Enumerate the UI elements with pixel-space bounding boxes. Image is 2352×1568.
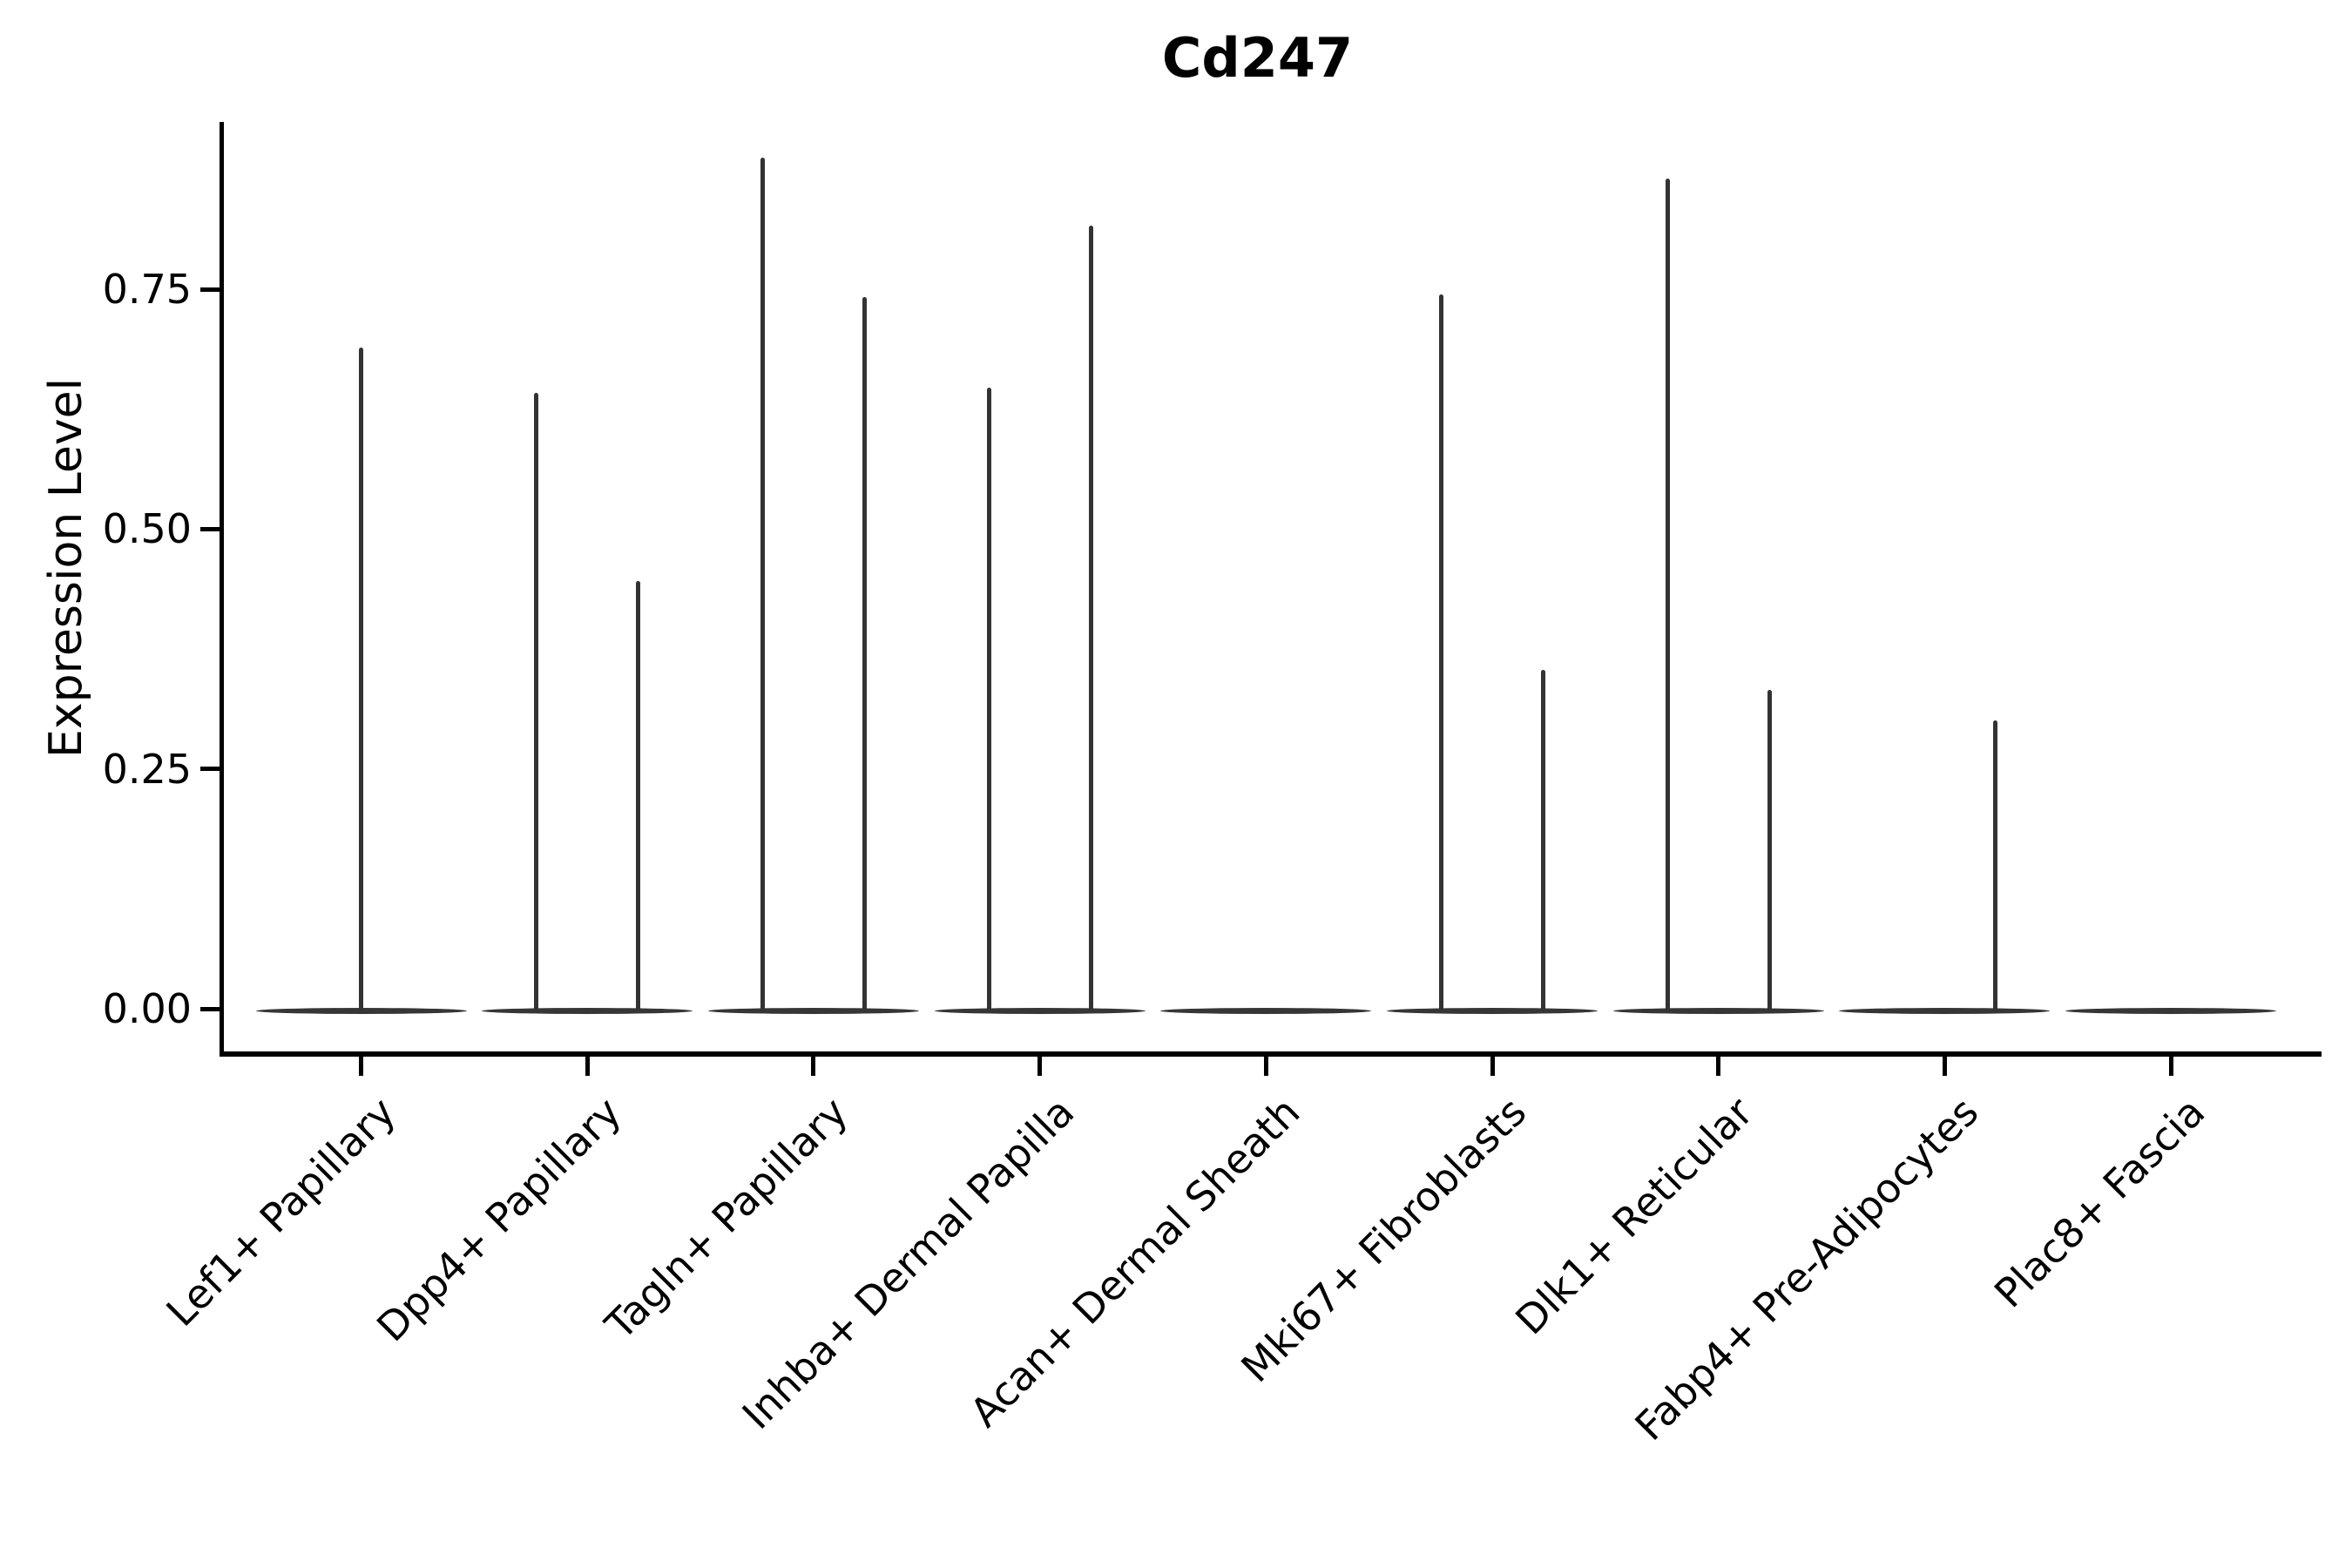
chart-title: Cd247	[1161, 26, 1354, 90]
violin-spike	[760, 158, 765, 1011]
y-axis-spine	[220, 122, 224, 1057]
violin-spike	[1439, 294, 1443, 1011]
violin-spike	[1541, 670, 1545, 1011]
violin-spike	[359, 348, 363, 1011]
y-tick-label: 0.75	[102, 266, 192, 314]
x-tick-label: Inhba+ Dermal Papilla	[733, 1088, 1083, 1438]
x-tick-label: Lef1+ Papillary	[156, 1088, 404, 1336]
violin-base	[1839, 1007, 2051, 1014]
x-tick-mark	[1490, 1056, 1495, 1076]
violin-spike	[1665, 179, 1670, 1011]
violin-base	[482, 1007, 693, 1014]
y-tick-label: 0.50	[102, 505, 192, 553]
x-tick-label: Dpp4+ Papillary	[368, 1088, 631, 1351]
x-tick-mark	[359, 1056, 363, 1076]
violin-spike	[1767, 690, 1772, 1011]
x-tick-label: Plac8+ Fascia	[1985, 1088, 2214, 1317]
violin-spike	[1993, 720, 1998, 1011]
x-tick-mark	[1037, 1056, 1043, 1076]
violin-base	[1612, 1007, 1824, 1014]
x-tick-mark	[585, 1056, 590, 1076]
x-tick-mark	[2168, 1056, 2173, 1076]
y-tick-label: 0.00	[102, 985, 192, 1032]
violin-base	[707, 1007, 919, 1014]
violin-spike	[862, 296, 867, 1011]
x-tick-label: Mki67+ Fibroblasts	[1232, 1088, 1536, 1392]
y-tick-mark	[200, 767, 220, 772]
violin-spike	[986, 388, 991, 1011]
violin-base	[934, 1007, 1146, 1014]
x-tick-mark	[1942, 1056, 1947, 1076]
y-tick-mark	[200, 1006, 220, 1011]
x-tick-mark	[811, 1056, 816, 1076]
x-tick-label: Dlk1+ Reticular	[1505, 1088, 1762, 1344]
x-tick-label: Acan+ Dermal Sheath	[961, 1088, 1309, 1436]
violin-base	[2065, 1007, 2277, 1014]
violin-spike	[534, 392, 539, 1011]
violin-base	[1160, 1007, 1372, 1014]
y-tick-mark	[200, 526, 220, 531]
violin-spike	[636, 580, 641, 1011]
y-tick-mark	[200, 287, 220, 292]
x-axis-spine	[220, 1051, 2322, 1057]
y-tick-label: 0.25	[102, 745, 192, 793]
x-tick-label: Fabp4+ Pre-Adipocytes	[1625, 1088, 1988, 1450]
x-tick-mark	[1716, 1056, 1721, 1076]
x-tick-mark	[1263, 1056, 1268, 1076]
violin-base	[1387, 1007, 1598, 1014]
violin-spike	[1088, 226, 1093, 1011]
x-tick-label: Tagln+ Papillary	[596, 1088, 857, 1349]
